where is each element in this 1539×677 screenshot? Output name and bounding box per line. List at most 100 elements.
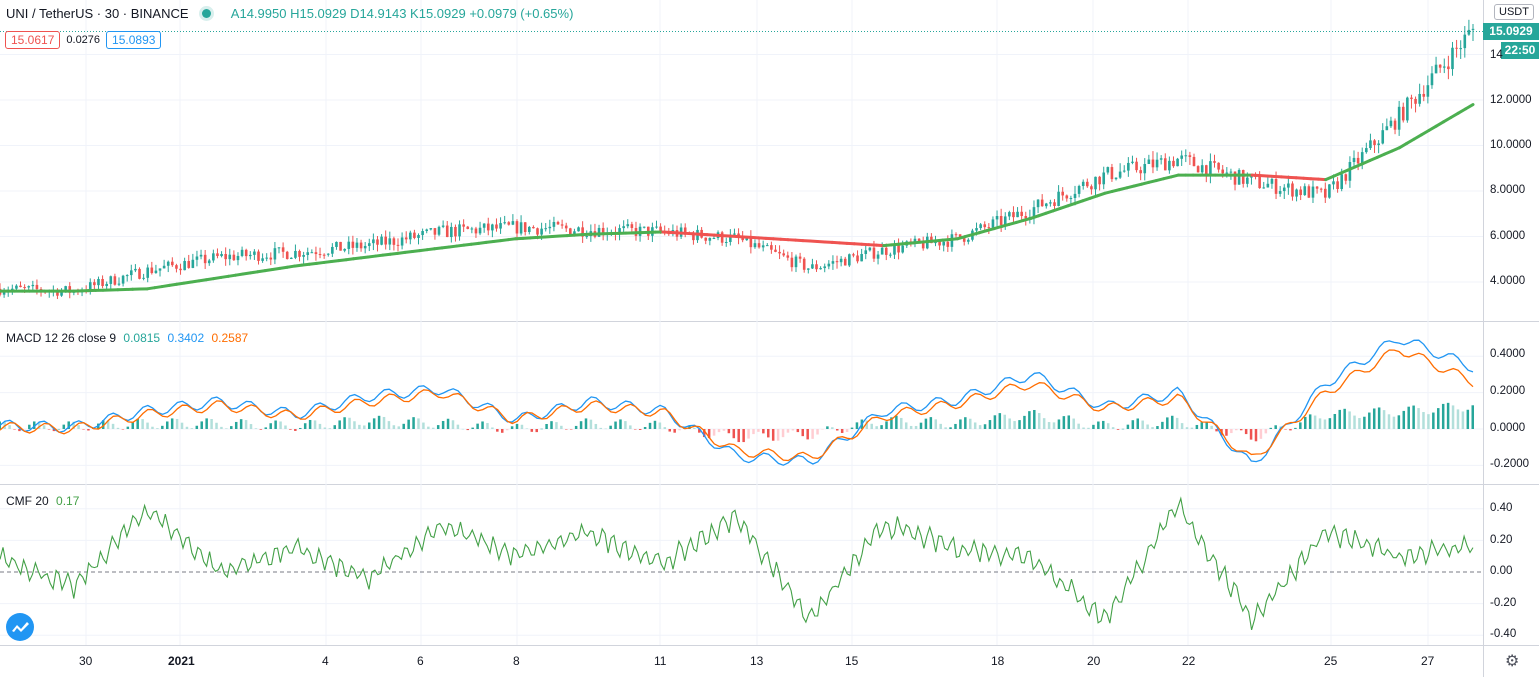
macd-histogram-bar [1348,411,1351,429]
candle-body [585,236,589,238]
macd-histogram-bar [993,415,997,429]
candle-body [1139,170,1142,174]
candle-body [1385,126,1389,131]
candle-body [458,224,461,237]
macd-histogram-bar [451,420,455,429]
macd-signal-line [0,349,1474,462]
macd-histogram-bar [367,422,371,429]
candle-body [1003,216,1007,226]
macd-histogram-bar [924,418,928,429]
tradingview-logo-icon[interactable] [6,613,34,641]
macd-histogram-bar [658,422,662,429]
candle-body [1278,191,1282,194]
macd-histogram-bar [1028,411,1031,429]
macd-histogram-bar [1077,423,1080,429]
macd-histogram-bar [1131,420,1135,429]
macd-histogram-bar [230,426,233,429]
bid-price[interactable]: 15.0617 [5,31,61,49]
candle-body [536,228,539,235]
macd-histogram-bar [895,415,898,429]
macd-histogram-bar [1338,409,1341,429]
candle-body [798,256,802,259]
spread-value: 0.0276 [66,34,101,46]
candle-body [1122,170,1126,172]
ask-price[interactable]: 15.0893 [106,31,162,49]
macd-histogram-bar [1136,418,1140,429]
macd-histogram-bar [264,427,268,429]
macd-histogram-bar [1067,415,1071,429]
candle-body [409,232,412,240]
candle-body [630,224,634,228]
candle-body [56,289,59,296]
macd-histogram-bar [308,419,312,429]
candle-body [93,282,96,286]
candle-body [1381,130,1385,144]
candle-body [437,226,441,235]
macd-histogram-bar [732,429,736,439]
macd-histogram-bar [422,422,425,429]
macd-histogram-bar [786,429,790,433]
macd-histogram-bar [1156,426,1159,429]
candle-body [1451,47,1454,70]
candle-body [290,257,293,260]
macd-histogram-bar [1033,409,1036,429]
candle-body [310,252,314,254]
candle-body [355,242,359,248]
macd-histogram-bar [417,418,420,429]
macd-histogram-bar [432,427,435,429]
candle-body [519,222,523,234]
price-tick: 6.0000 [1490,230,1526,242]
candle-body [244,249,248,257]
cmf-legend[interactable]: CMF 20 0.17 [6,494,79,508]
macd-histogram-bar [762,429,765,434]
price-tick-partial: 14 [1490,49,1503,61]
candle-body [335,241,338,247]
candle-body [1090,186,1093,190]
candle-body [277,247,281,249]
macd-histogram-bar [77,425,80,429]
macd-histogram-bar [737,429,740,443]
macd-histogram-bar [289,429,292,430]
macd-histogram-bar [23,429,26,430]
time-tick: 6 [417,654,424,668]
candle-body [1459,48,1462,50]
candle-body [1414,98,1417,104]
macd-histogram-bar [1190,427,1194,429]
macd-histogram-bar [323,427,327,429]
candle-body [216,253,219,257]
candle-body [212,253,215,261]
cmf-line [0,496,1474,631]
macd-histogram-bar [52,429,56,432]
macd-histogram-bar [540,428,543,430]
macd-legend[interactable]: MACD 12 26 close 9 0.0815 0.3402 0.2587 [6,331,248,345]
macd-histogram-bar [811,429,814,439]
candle-body [761,245,765,248]
time-tick: 15 [845,654,859,668]
candle-body [983,224,987,228]
macd-histogram-bar [934,419,938,429]
settings-gear-icon[interactable]: ⚙ [1505,653,1520,670]
candle-body [1151,159,1155,168]
macd-histogram-bar [619,419,622,429]
candle-body [1192,156,1196,167]
macd-histogram-bar [151,426,154,429]
macd-histogram-bar [1451,405,1455,429]
candle-body [466,226,470,229]
macd-histogram-bar [565,429,568,430]
candle-body [101,278,104,287]
candle-body [1393,120,1397,130]
candle-body [913,238,917,244]
macd-histogram-bar [476,423,479,429]
candle-body [1135,161,1138,171]
candle-body [400,237,404,246]
candle-body [146,267,150,278]
symbol-title[interactable]: UNI / TetherUS · 30 · BINANCE [6,6,189,21]
candle-body [1434,64,1438,74]
currency-label[interactable]: USDT [1494,4,1534,20]
candle-body [823,266,827,269]
time-tick: 25 [1324,654,1338,668]
candle-body [429,228,433,230]
candle-body [712,238,716,240]
macd-histogram-bar [471,427,474,429]
